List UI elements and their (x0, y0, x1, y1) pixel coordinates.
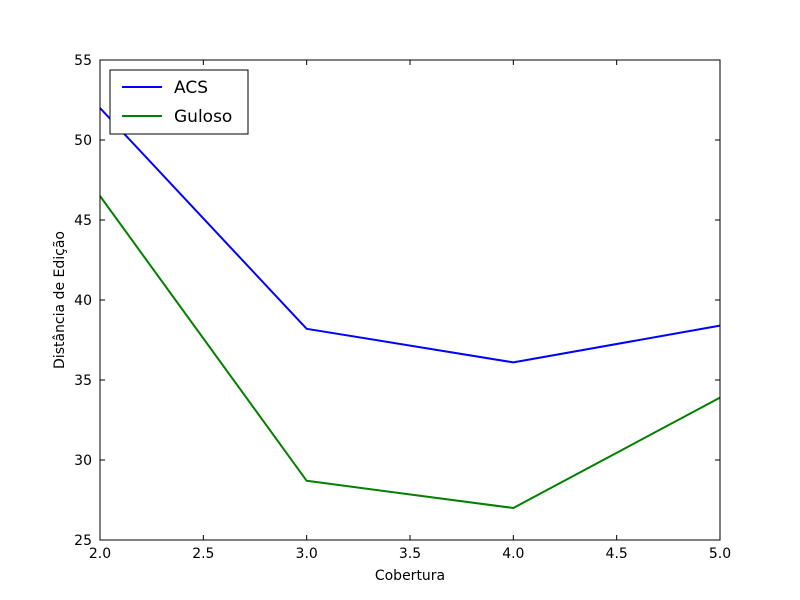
y-tick-label: 35 (74, 373, 92, 389)
y-tick-label: 40 (74, 293, 92, 309)
y-tick-label: 25 (74, 533, 92, 549)
x-tick-label: 2.5 (192, 546, 214, 562)
x-axis-label: Cobertura (375, 568, 445, 584)
y-tick-label: 30 (74, 453, 92, 469)
x-tick-label: 4.0 (502, 546, 524, 562)
tick-labels: 2.0 2.5 3.0 3.5 4.0 4.5 5.0 25 30 35 40 45 50 55 (74, 53, 731, 562)
x-tick-label: 5.0 (709, 546, 731, 562)
axis-ticks (99, 59, 721, 541)
legend-label-acs: ACS (174, 78, 208, 98)
legend-box (109, 69, 249, 135)
x-tick-label: 3.0 (296, 546, 318, 562)
x-tick-label: 4.5 (606, 546, 628, 562)
y-axis-label: Distância de Edição (52, 231, 68, 369)
y-tick-label: 50 (74, 133, 92, 149)
y-tick-label: 45 (74, 213, 92, 229)
x-tick-label: 2.0 (89, 546, 111, 562)
plot-area (99, 107, 721, 509)
series-line-acs (99, 107, 721, 364)
y-tick-label: 55 (74, 53, 92, 69)
legend: ACS Guloso (109, 69, 249, 135)
x-tick-label: 3.5 (399, 546, 421, 562)
series-line-guloso (99, 195, 721, 509)
legend-label-guloso: Guloso (174, 107, 232, 127)
